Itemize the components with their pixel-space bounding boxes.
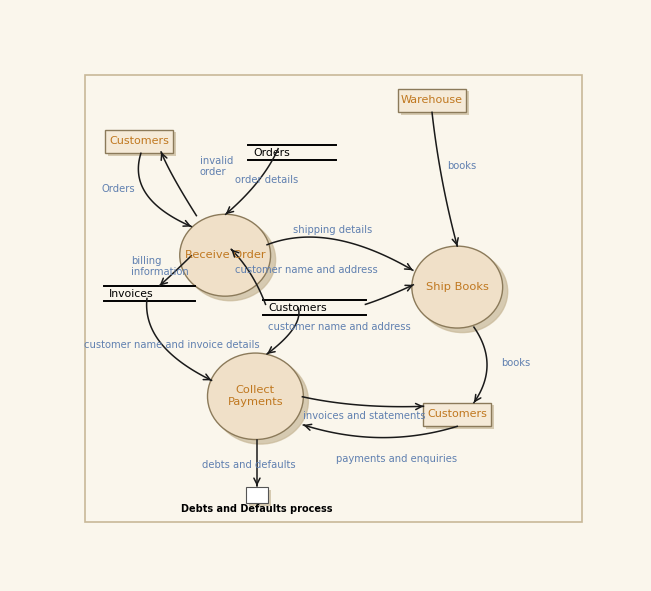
FancyBboxPatch shape xyxy=(426,405,494,429)
FancyBboxPatch shape xyxy=(249,489,271,506)
Text: Collect
Payments: Collect Payments xyxy=(228,385,283,408)
Circle shape xyxy=(180,215,271,296)
Circle shape xyxy=(185,219,275,301)
FancyBboxPatch shape xyxy=(105,129,173,153)
Text: order details: order details xyxy=(235,175,299,185)
FancyBboxPatch shape xyxy=(108,132,176,156)
Text: shipping details: shipping details xyxy=(293,225,372,235)
FancyBboxPatch shape xyxy=(85,74,582,522)
Text: Orders: Orders xyxy=(253,148,290,158)
FancyBboxPatch shape xyxy=(245,487,268,504)
Text: Customers: Customers xyxy=(268,303,327,313)
Text: Orders: Orders xyxy=(102,184,135,194)
Text: books: books xyxy=(447,161,477,171)
FancyBboxPatch shape xyxy=(401,92,469,115)
Text: invalid
order: invalid order xyxy=(200,155,233,177)
Text: Customers: Customers xyxy=(109,137,169,147)
FancyBboxPatch shape xyxy=(423,402,492,426)
Text: billing
information: billing information xyxy=(131,256,189,277)
Circle shape xyxy=(417,251,508,333)
Circle shape xyxy=(208,353,303,440)
FancyBboxPatch shape xyxy=(398,89,466,112)
Text: debts and defaults: debts and defaults xyxy=(202,460,296,470)
Text: Warehouse: Warehouse xyxy=(401,96,463,106)
Text: Receive Order: Receive Order xyxy=(185,250,266,260)
Text: books: books xyxy=(501,358,531,368)
Circle shape xyxy=(412,246,503,328)
Text: invoices and statements: invoices and statements xyxy=(303,411,426,421)
Text: Debts and Defaults process: Debts and Defaults process xyxy=(181,504,333,514)
Text: Customers: Customers xyxy=(427,410,487,420)
Text: customer name and invoice details: customer name and invoice details xyxy=(84,340,260,350)
Text: Invoices: Invoices xyxy=(109,289,154,299)
Text: Ship Books: Ship Books xyxy=(426,282,489,292)
Text: customer name and address: customer name and address xyxy=(235,265,378,275)
Circle shape xyxy=(212,358,309,444)
Text: payments and enquiries: payments and enquiries xyxy=(336,454,457,464)
Text: customer name and address: customer name and address xyxy=(268,322,411,332)
